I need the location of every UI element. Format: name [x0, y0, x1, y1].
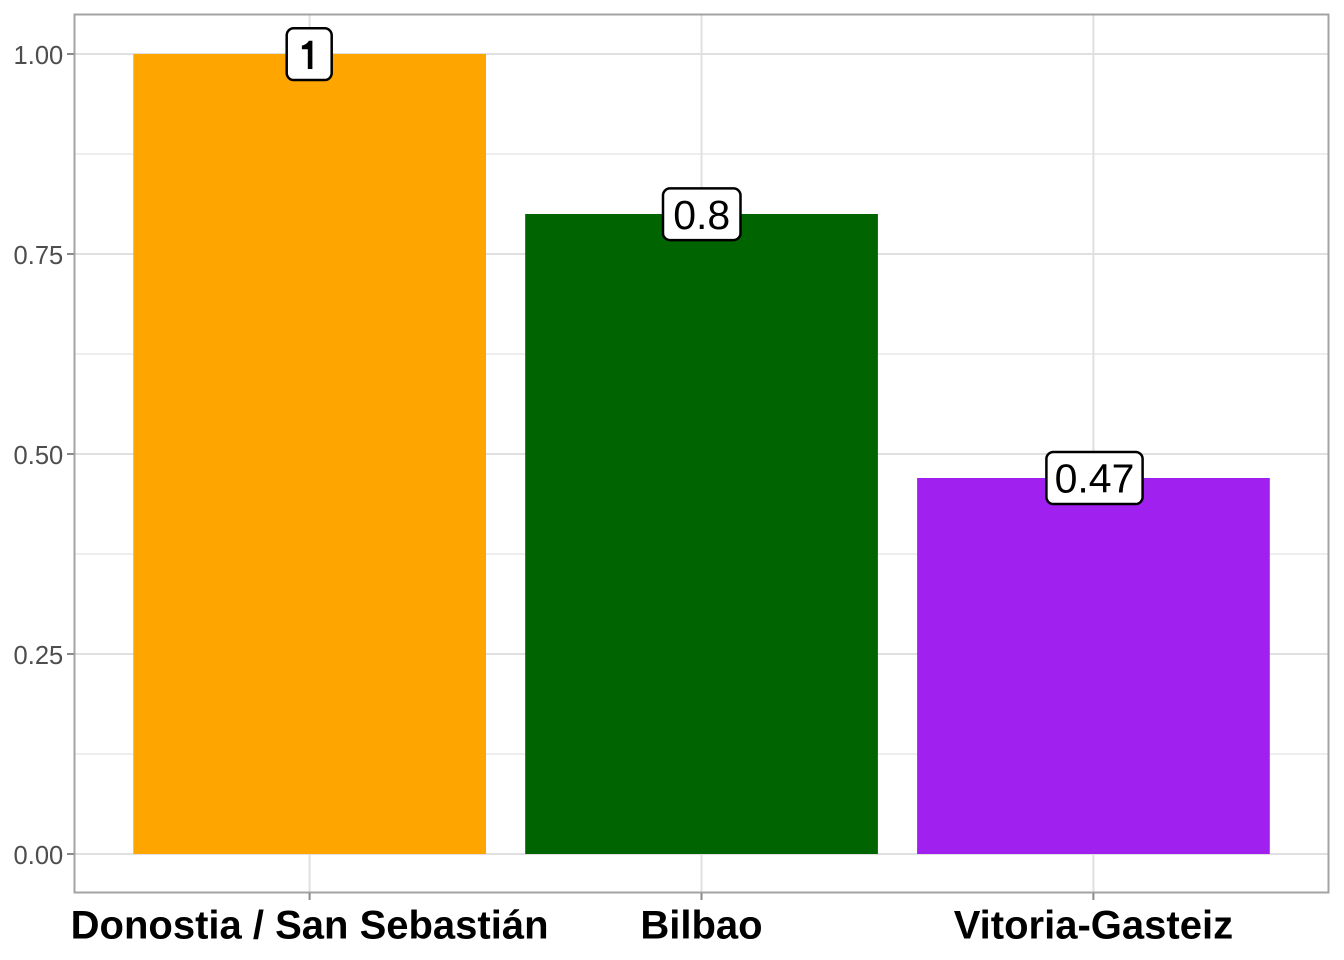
svg-text:1.00: 1.00	[14, 42, 64, 70]
svg-text:0.50: 0.50	[14, 442, 64, 470]
svg-text:0.25: 0.25	[14, 642, 64, 670]
svg-text:0.8: 0.8	[673, 192, 730, 238]
svg-text:Bilbao: Bilbao	[640, 904, 762, 948]
svg-text:0.47: 0.47	[1055, 456, 1135, 502]
svg-text:0.75: 0.75	[14, 242, 64, 270]
svg-text:Donostia / San Sebastián: Donostia / San Sebastián	[71, 904, 549, 948]
svg-text:0.00: 0.00	[14, 842, 64, 870]
svg-text:Vitoria-Gasteiz: Vitoria-Gasteiz	[954, 904, 1233, 948]
